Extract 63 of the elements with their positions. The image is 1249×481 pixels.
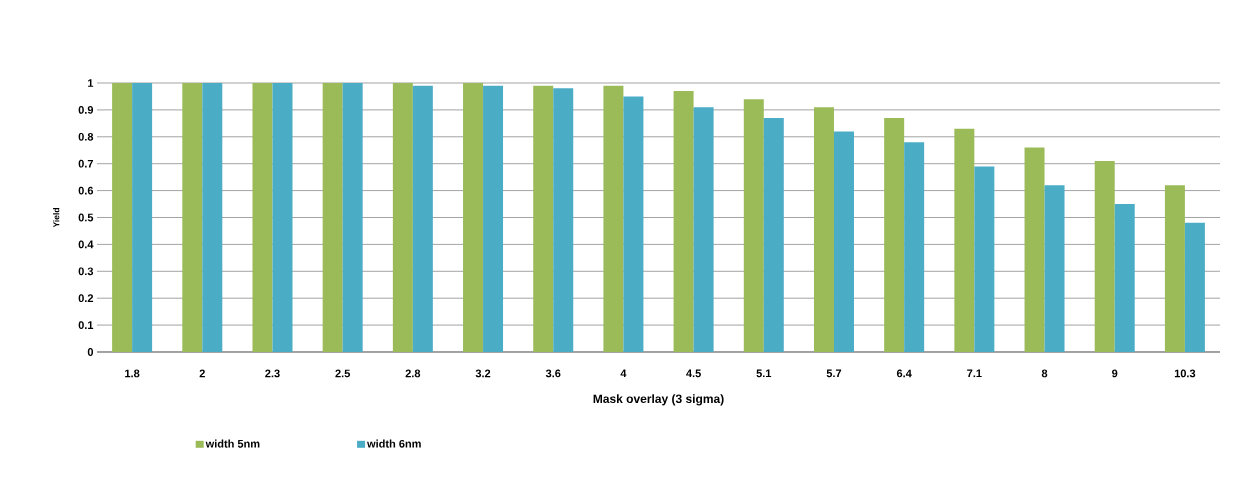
bar: [673, 91, 694, 352]
y-axis-title: Yield: [53, 208, 60, 228]
x-tick-label: 2.5: [335, 369, 350, 378]
bar: [553, 88, 574, 352]
x-tick-label: 7.1: [967, 369, 982, 378]
x-tick-label: 10.3: [1174, 369, 1196, 378]
x-tick-label: 3.2: [475, 369, 491, 378]
bar: [463, 82, 484, 352]
bar: [112, 82, 133, 352]
bar: [904, 142, 925, 352]
bar: [202, 82, 223, 352]
bar: [272, 82, 293, 352]
bar: [974, 166, 995, 352]
bar: [1044, 185, 1065, 352]
bar: [533, 85, 554, 352]
bar: [884, 117, 905, 352]
bar: [252, 82, 273, 352]
x-tick-label: 5.7: [826, 369, 842, 378]
bar: [813, 107, 834, 352]
y-tick-label: 0.9: [78, 106, 94, 114]
bar: [623, 96, 644, 352]
bar: [1094, 161, 1115, 352]
bar: [392, 82, 413, 352]
y-tick-label: 0.3: [78, 267, 94, 276]
y-tick-label: 0.1: [78, 321, 94, 329]
y-tick-label: 0.7: [78, 159, 93, 168]
bar: [1024, 147, 1045, 352]
bar: [954, 128, 975, 352]
legend-label: width 6nm: [367, 439, 421, 448]
x-tick-label: 9: [1112, 369, 1118, 378]
bar: [763, 117, 784, 352]
bar: [1114, 204, 1135, 352]
y-tick-label: 0: [87, 348, 94, 356]
y-tick-label: 1: [88, 79, 94, 87]
y-tick-label: 0.5: [78, 213, 94, 222]
bar: [833, 131, 854, 352]
y-tick-label: 0.6: [78, 186, 94, 195]
bar: [693, 107, 714, 352]
x-tick-label: 1.8: [125, 369, 140, 378]
x-tick-label: 8: [1041, 369, 1048, 378]
x-tick-label: 4.5: [686, 369, 701, 378]
x-tick-label: 2: [199, 369, 205, 378]
x-tick-label: 2.8: [405, 369, 421, 378]
bar: [412, 85, 433, 352]
x-tick-label: 6.4: [896, 369, 912, 378]
bar: [1164, 185, 1185, 352]
bar: [132, 82, 153, 352]
bar: [603, 85, 624, 352]
bar: [1184, 222, 1205, 352]
bar: [322, 82, 343, 352]
bar: [342, 82, 363, 352]
y-tick-label: 0.8: [78, 132, 94, 141]
y-tick-label: 0.2: [78, 294, 94, 303]
bar: [743, 99, 764, 352]
x-tick-label: 5.1: [756, 369, 772, 378]
x-tick-label: 3.6: [545, 369, 561, 378]
bar: [483, 85, 504, 352]
x-tick-label: 4: [620, 369, 627, 378]
x-axis-title: Mask overlay (3 sigma): [593, 394, 724, 406]
bar: [182, 82, 203, 352]
x-tick-label: 2.3: [265, 369, 280, 378]
y-tick-label: 0.4: [78, 240, 94, 249]
legend-label: width 5nm: [205, 439, 260, 448]
